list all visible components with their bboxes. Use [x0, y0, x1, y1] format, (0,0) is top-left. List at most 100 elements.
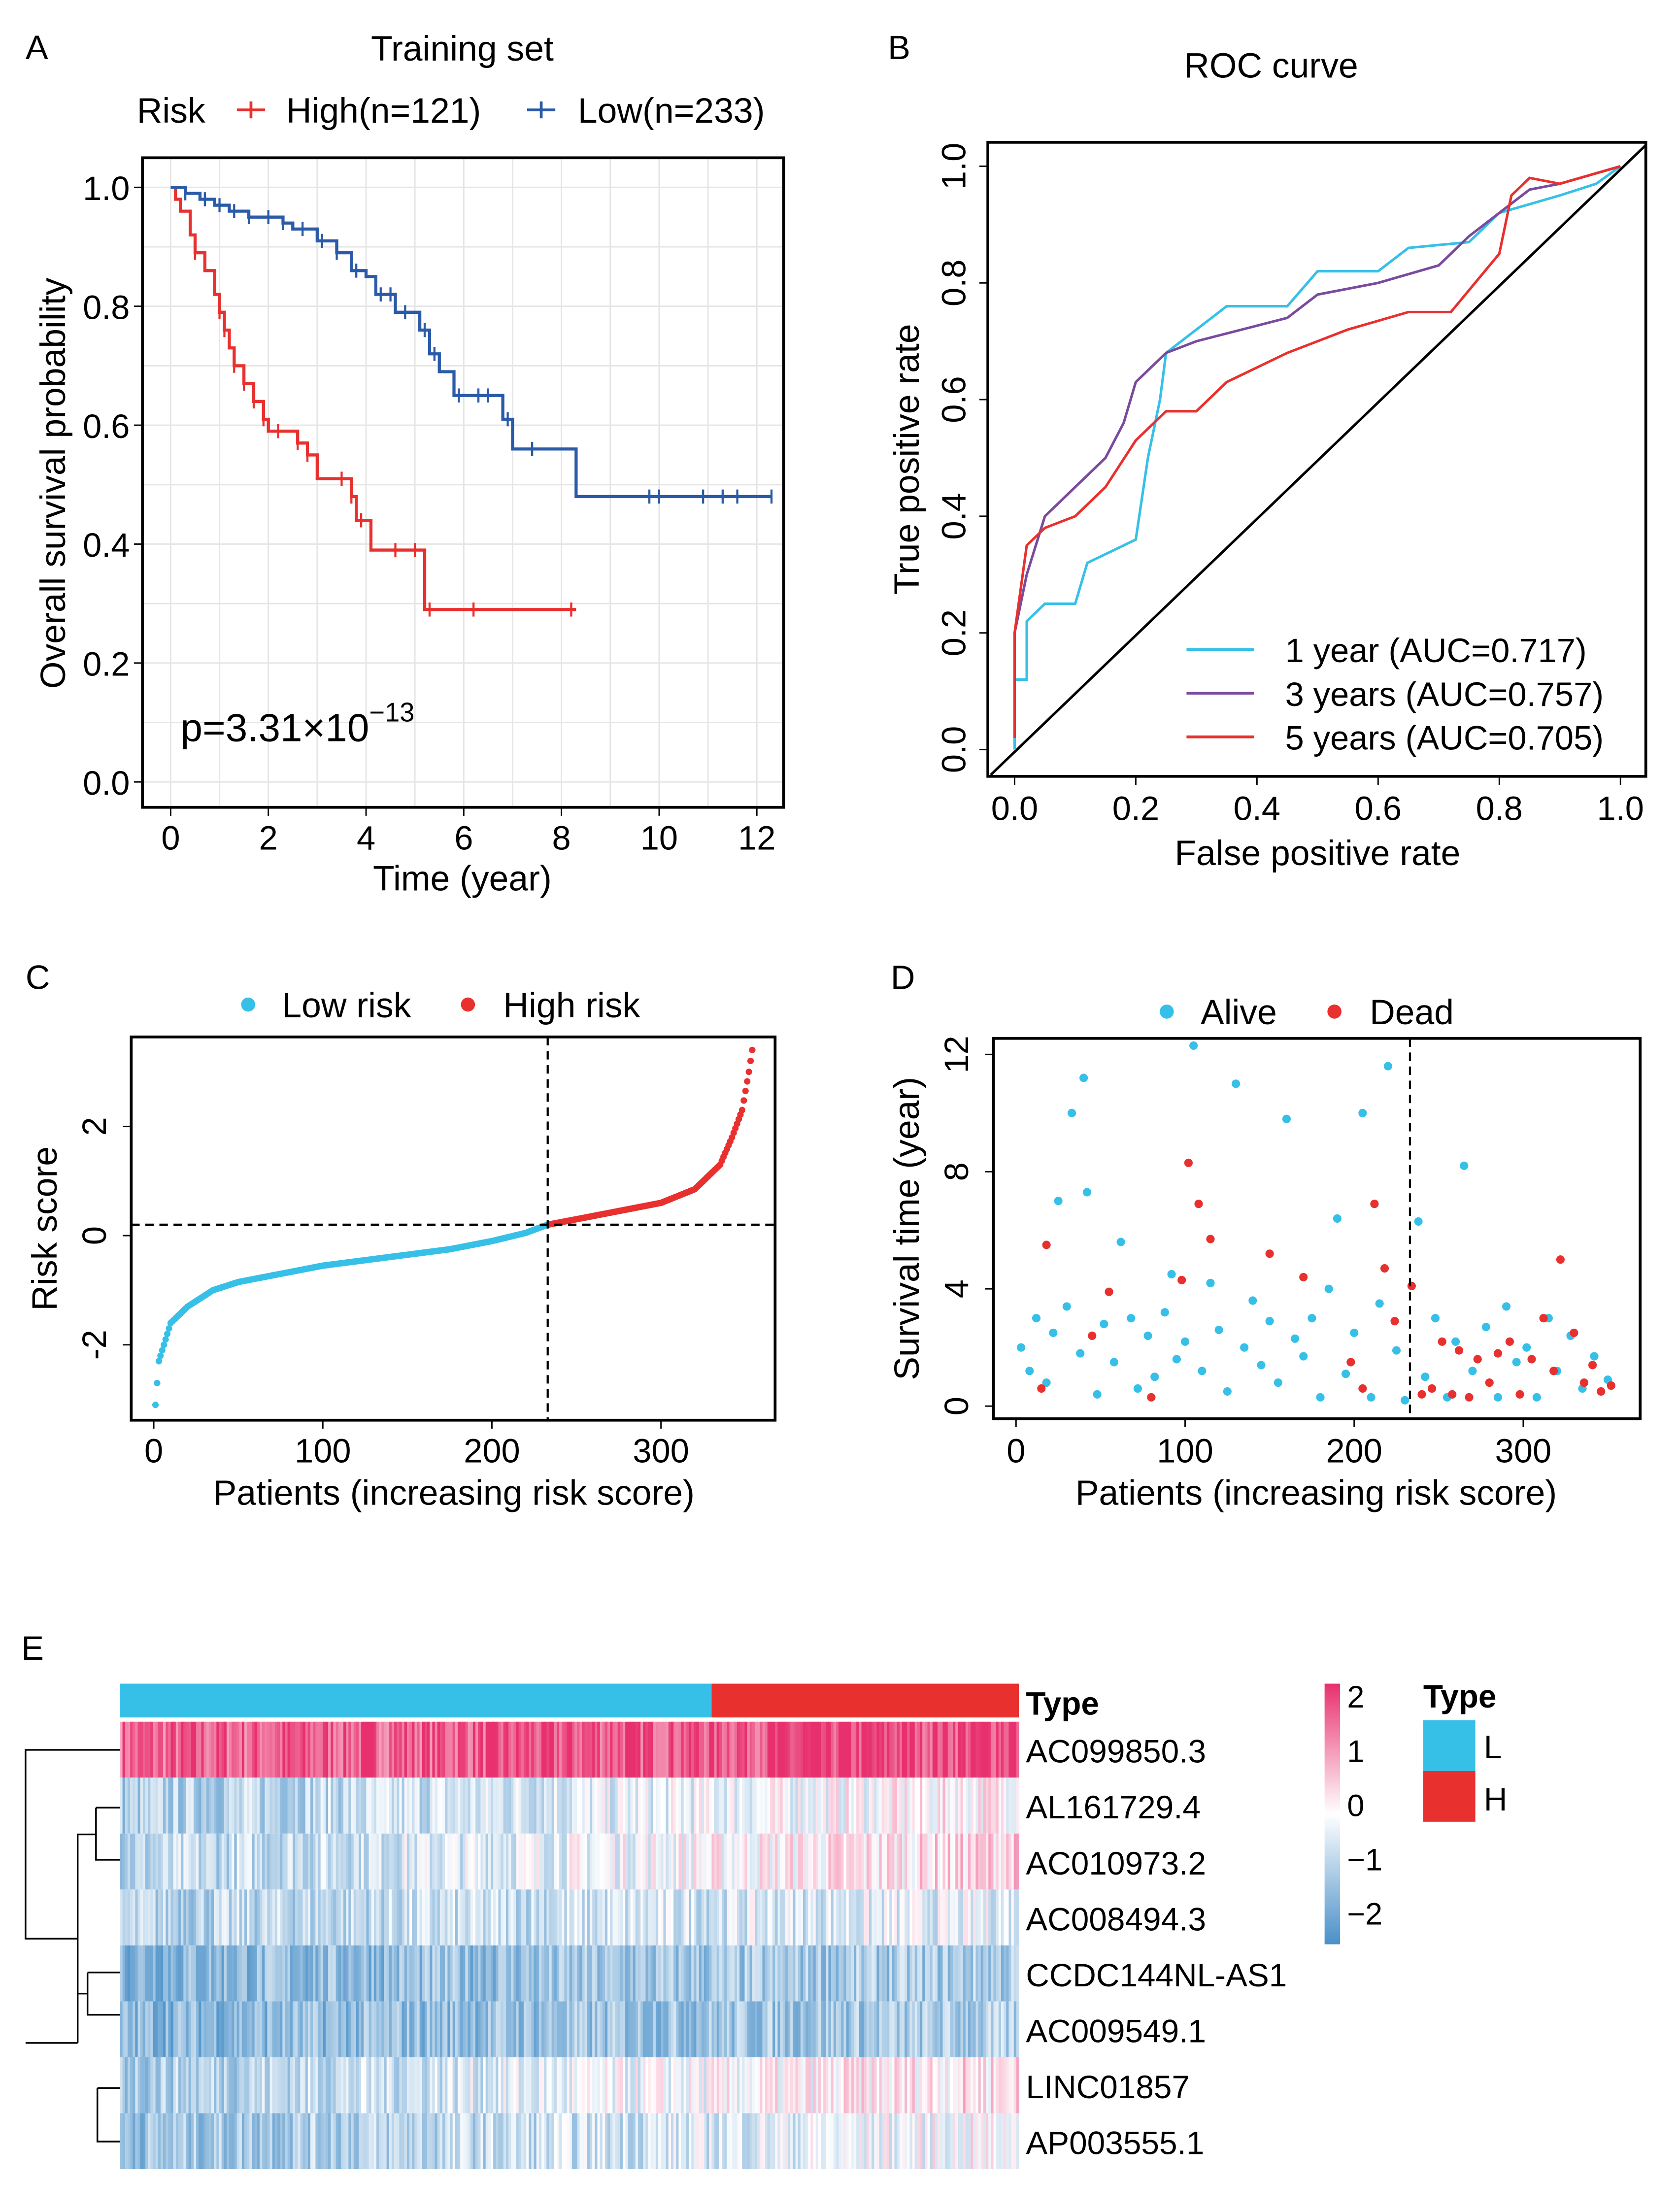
heatmap-cell [907, 1777, 910, 1834]
heatmap-cell [163, 1721, 167, 1778]
heatmap-cell [953, 1889, 956, 1945]
heatmap-cell [455, 1777, 458, 1834]
heatmap-cell [140, 1833, 143, 1890]
heatmap-cell [404, 1889, 407, 1945]
heatmap-cell [199, 2113, 202, 2170]
heatmap-cell [488, 2057, 491, 2113]
heatmap-cell [637, 1777, 641, 1834]
heatmap-cell [265, 2113, 268, 2170]
heatmap-cell [1004, 1945, 1007, 2002]
heatmap-cell [673, 2001, 677, 2057]
heatmap-cell [422, 2113, 425, 2170]
heatmap-cell [369, 1833, 372, 1890]
heatmap-cell [940, 1721, 943, 1778]
heatmap-cell [993, 1945, 997, 2002]
heatmap-cell [439, 1945, 443, 2002]
heatmap-cell [526, 1777, 530, 1834]
heatmap-cell [633, 2113, 636, 2170]
heatmap-cell [742, 2113, 745, 2170]
heatmap-cell [650, 1777, 654, 1834]
heatmap-cell [600, 1945, 603, 2002]
heatmap-cell [892, 1777, 895, 1834]
heatmap-cell [663, 1777, 667, 1834]
heatmap-cell [531, 1721, 535, 1778]
heatmap-cell [376, 2001, 380, 2057]
heatmap-cell [133, 1889, 136, 1945]
heatmap-cell [821, 1945, 824, 2002]
heatmap-cell [226, 1833, 230, 1890]
heatmap-cell [163, 2057, 167, 2113]
heatmap-cell [595, 1833, 598, 1890]
heatmap-cell [315, 1889, 319, 1945]
heatmap-cell [648, 2113, 651, 2170]
heatmap-cell [704, 1945, 707, 2002]
heatmap-cell [247, 1945, 250, 2002]
heatmap-cell [1016, 2057, 1019, 2113]
km-xtick-label: 6 [454, 819, 473, 857]
heatmap-cell [437, 2001, 440, 2057]
heatmap-cell [683, 1721, 687, 1778]
heatmap-cell [607, 1833, 611, 1890]
heatmap-cell [887, 1945, 890, 2002]
status-xtick-label: 100 [1157, 1432, 1213, 1470]
heatmap-cell [658, 2001, 662, 2057]
heatmap-cell [503, 1945, 506, 2002]
heatmap-cell [821, 2057, 824, 2113]
heatmap-cell [755, 2001, 758, 2057]
heatmap-cell [808, 1889, 811, 1945]
roc-curve-0 [1013, 165, 1621, 750]
heatmap-cell [980, 1721, 984, 1778]
heatmap-cell [813, 2001, 816, 2057]
heatmap-cell [379, 2113, 382, 2170]
heatmap-cell [307, 1721, 311, 1778]
heatmap-cell [656, 2057, 659, 2113]
heatmap-cell [452, 1833, 456, 1890]
heatmap-cell [490, 1945, 494, 2002]
heatmap-cell [333, 2113, 336, 2170]
heatmap-cell [887, 2057, 890, 2113]
heatmap-cell [881, 1777, 885, 1834]
heatmap-cell [122, 1945, 126, 2002]
heatmap-cell [556, 1945, 560, 2002]
heatmap-cell [722, 1777, 725, 1834]
heatmap-cell [912, 2001, 915, 2057]
status-ytick-label: 8 [938, 1162, 975, 1181]
heatmap-cell [559, 1721, 563, 1778]
heatmap-cell [155, 1777, 159, 1834]
heatmap-cell [505, 1889, 509, 1945]
heatmap-cell [1013, 1777, 1017, 1834]
heatmap-cell [635, 1721, 638, 1778]
heatmap-cell [574, 1889, 578, 1945]
heatmap-cell [628, 2057, 631, 2113]
heatmap-cell [450, 1889, 453, 1945]
heatmap-cell [196, 1833, 200, 1890]
heatmap-cell [536, 1777, 539, 1834]
dead-point [1597, 1387, 1606, 1396]
heatmap-cell [729, 2113, 733, 2170]
heatmap-cell [419, 1945, 423, 2002]
heatmap-cell [262, 1833, 266, 1890]
heatmap-cell [739, 1721, 743, 1778]
heatmap-cell [551, 2113, 555, 2170]
heatmap-cell [155, 2057, 159, 2113]
heatmap-cell [988, 1777, 992, 1834]
heatmap-cell [666, 2057, 669, 2113]
heatmap-cell [595, 2001, 598, 2057]
heatmap-cell [310, 1721, 314, 1778]
heatmap-row [120, 1721, 1019, 1778]
heatmap-cell [884, 1833, 887, 1890]
risk-legend-high: High risk [461, 986, 640, 1025]
heatmap-cell [922, 1721, 926, 1778]
heatmap-cell [437, 1833, 440, 1890]
heatmap-cell [980, 1889, 984, 1945]
heatmap-cell [584, 1945, 588, 2002]
heatmap-cell [538, 2057, 542, 2113]
heatmap-cell [562, 2057, 565, 2113]
dead-point [1473, 1355, 1482, 1364]
heatmap-cell [386, 1721, 390, 1778]
heatmap-cell [846, 1721, 849, 1778]
colorbar-tick-label: −1 [1347, 1843, 1382, 1877]
heatmap-cell [635, 1889, 638, 1945]
heatmap-cell [770, 1777, 773, 1834]
heatmap-cell [671, 1889, 674, 1945]
